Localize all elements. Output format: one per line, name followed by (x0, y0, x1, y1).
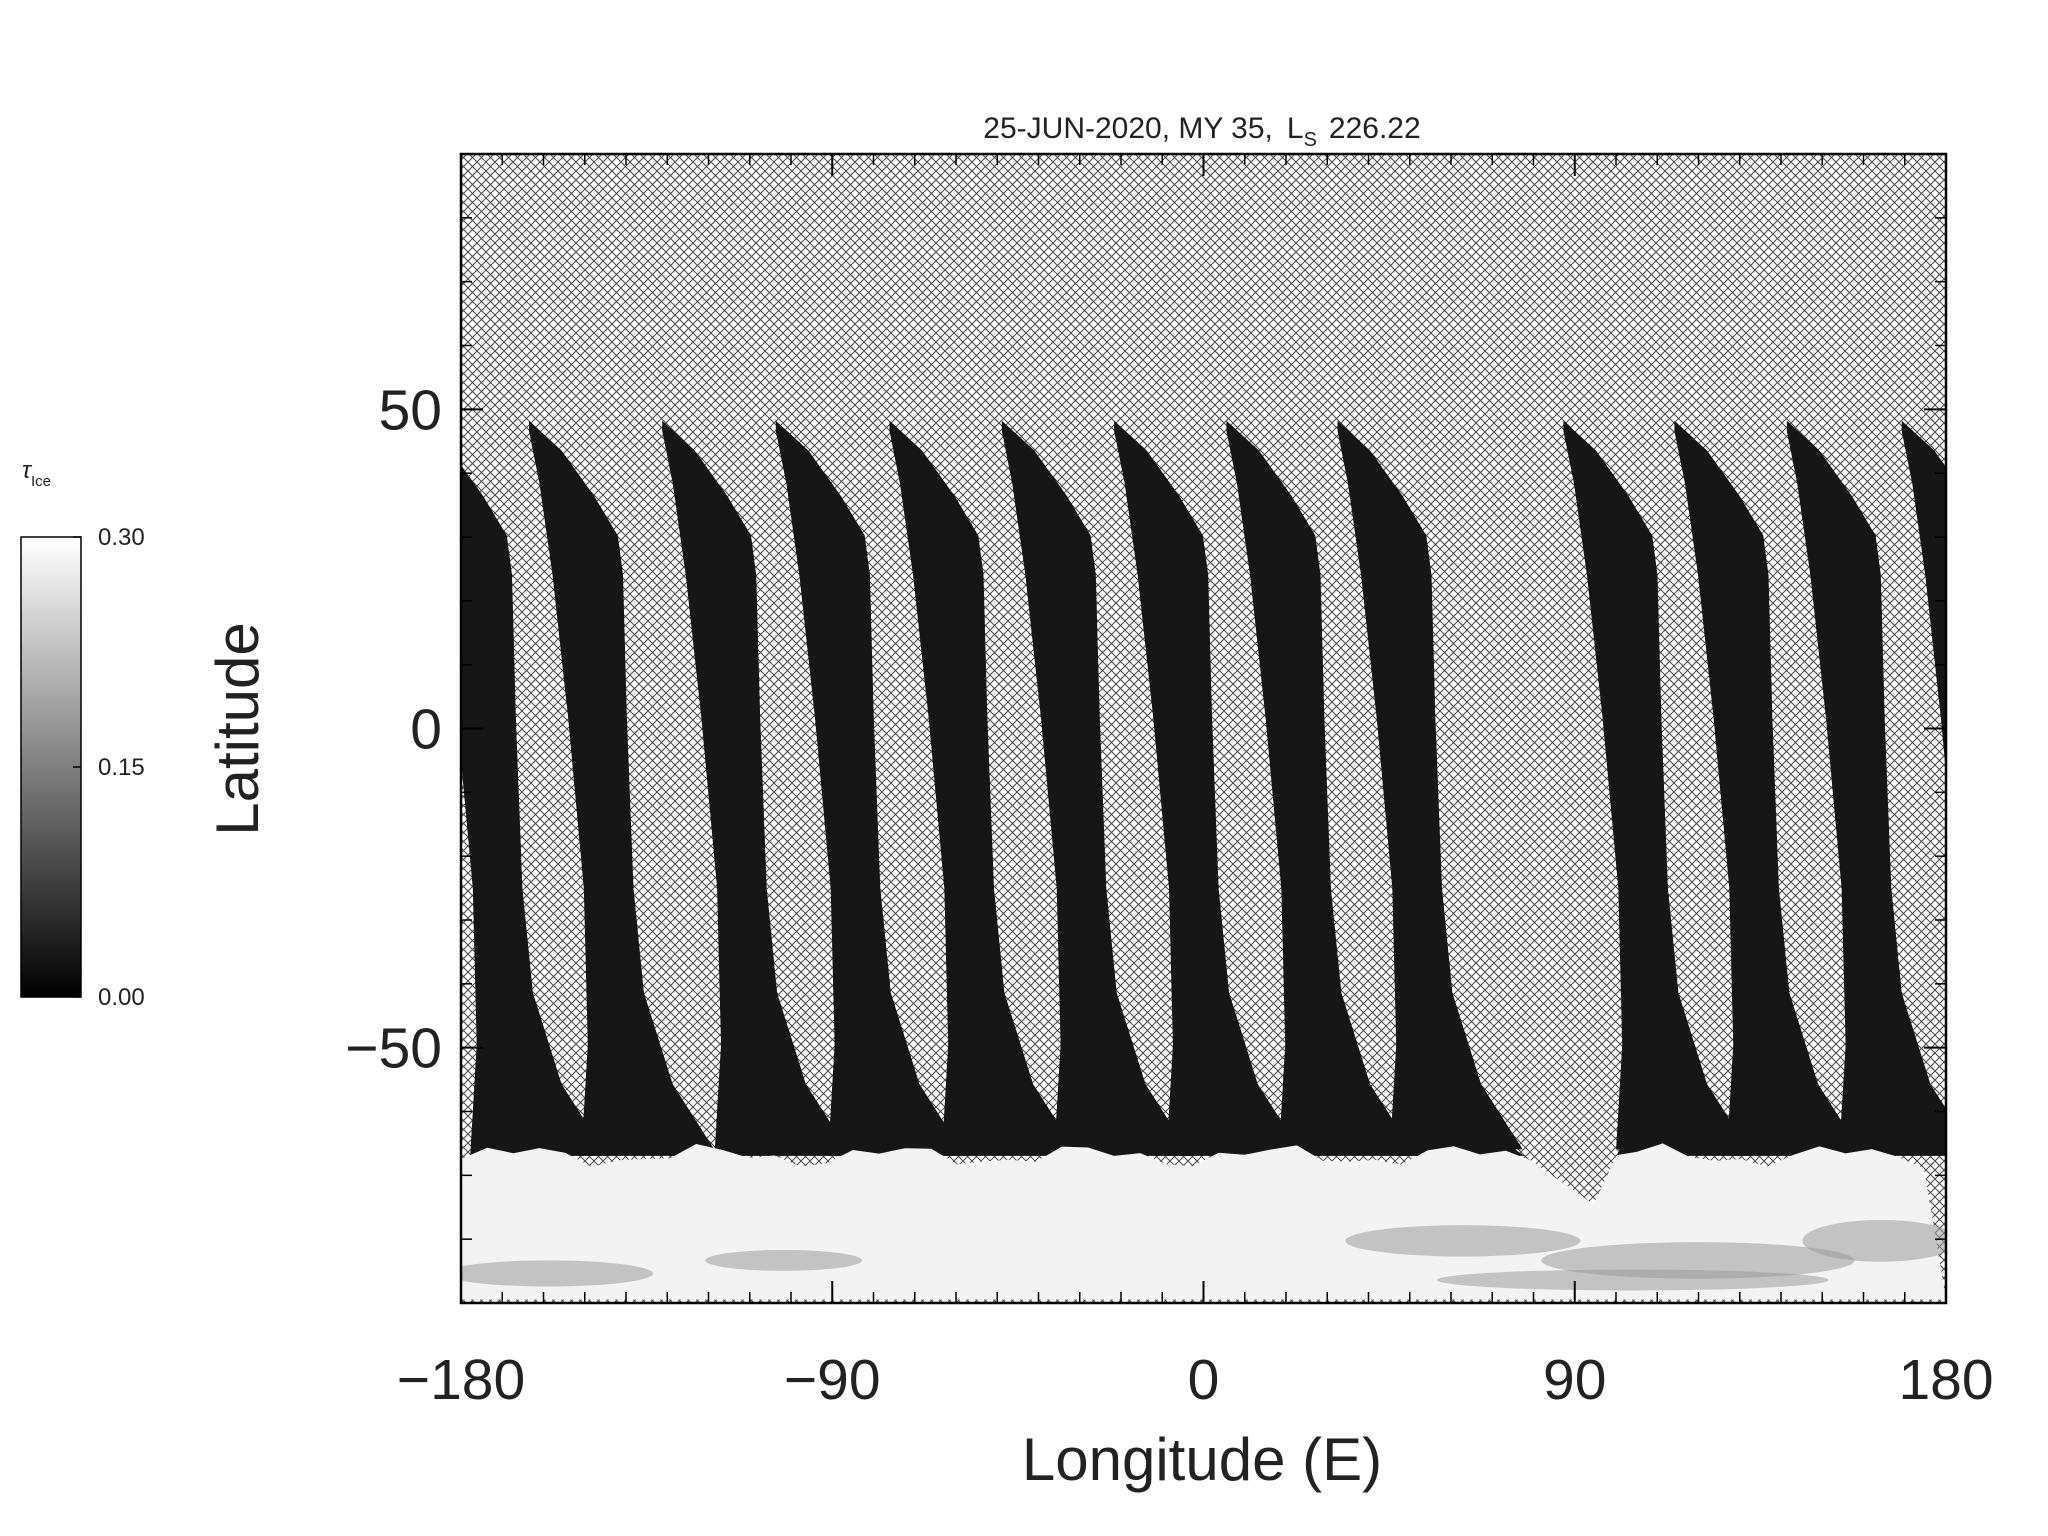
colorbar-tick-label: 0.30 (98, 524, 145, 551)
colorbar-title: τIce (22, 457, 51, 490)
x-tick-label: 180 (1898, 1348, 1993, 1412)
map-area (461, 154, 1946, 1303)
data-swath (1114, 420, 1304, 1156)
colorbar-tick-label: 0.15 (98, 754, 145, 781)
x-tick-label: 90 (1543, 1348, 1606, 1412)
data-swath (1337, 420, 1527, 1156)
y-tick-label: −50 (345, 1017, 442, 1081)
data-swath (1786, 420, 1946, 1156)
data-swath (775, 420, 966, 1156)
map-title: 25-JUN-2020, MY 35, LS 226.22 (983, 112, 1420, 151)
ice-streak (1436, 1269, 1829, 1291)
no-data-gap (1515, 1149, 1620, 1205)
data-swath (1563, 420, 1753, 1156)
title-date: 25-JUN-2020, MY 35, (983, 112, 1273, 145)
ice-streak (1541, 1242, 1855, 1279)
title-value: 226.22 (1329, 112, 1421, 145)
data-swath (529, 420, 719, 1156)
data-swath (1674, 420, 1864, 1156)
colorbar (20, 536, 82, 998)
colorbar-tick-label: 0.00 (98, 984, 145, 1011)
data-swath (1901, 420, 1946, 774)
x-tick-label: 0 (1188, 1348, 1220, 1412)
ice-streak (461, 1260, 654, 1287)
ice-streak (1802, 1219, 1946, 1262)
data-swath (889, 420, 1079, 1156)
ice-streak (1345, 1225, 1581, 1257)
x-tick-label: −90 (784, 1348, 881, 1412)
ice-streak (705, 1249, 863, 1271)
data-swath (1001, 420, 1192, 1156)
y-axis-label: Latitude (204, 622, 271, 836)
y-tick-label: 0 (410, 698, 442, 762)
title-symbol: L (1287, 112, 1304, 145)
colorbar-subscript: Ice (31, 473, 51, 490)
axes: −180 −90 0 90 180 −50 0 50 (345, 153, 1994, 1412)
x-tick-label: −180 (397, 1348, 525, 1412)
data-swath (1226, 420, 1416, 1156)
title-subscript: S (1304, 129, 1317, 151)
colorbar-symbol: τ (22, 457, 33, 484)
colorbar-ticks: 0.30 0.15 0.00 (73, 524, 145, 1011)
data-swath (662, 420, 852, 1156)
data-swath (461, 465, 608, 1156)
x-axis-label: Longitude (E) (1022, 1426, 1382, 1493)
y-tick-label: 50 (379, 378, 442, 442)
